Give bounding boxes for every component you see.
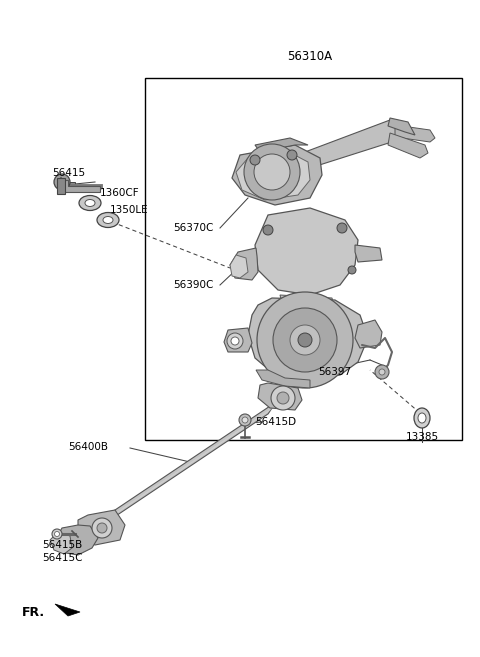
Circle shape	[290, 325, 320, 355]
Circle shape	[92, 518, 112, 538]
Polygon shape	[100, 408, 272, 524]
Ellipse shape	[79, 196, 101, 210]
Polygon shape	[355, 245, 382, 262]
Circle shape	[239, 414, 251, 426]
Text: FR.: FR.	[22, 606, 45, 618]
Text: 1350LE: 1350LE	[110, 205, 149, 215]
Text: 13385: 13385	[406, 432, 439, 442]
Ellipse shape	[97, 212, 119, 227]
Polygon shape	[230, 248, 258, 280]
Circle shape	[263, 225, 273, 235]
Polygon shape	[395, 125, 435, 142]
Polygon shape	[256, 370, 310, 388]
Ellipse shape	[103, 217, 113, 223]
Circle shape	[273, 308, 337, 372]
Polygon shape	[355, 320, 382, 348]
Bar	[145, 78, 462, 440]
Polygon shape	[224, 328, 252, 352]
Polygon shape	[300, 120, 405, 168]
Circle shape	[250, 155, 260, 165]
Polygon shape	[55, 604, 80, 616]
Circle shape	[277, 392, 289, 404]
Ellipse shape	[418, 413, 426, 423]
Text: 56415B: 56415B	[42, 540, 82, 550]
Polygon shape	[248, 298, 368, 380]
Polygon shape	[255, 138, 308, 152]
Circle shape	[55, 532, 60, 537]
Text: 56370C: 56370C	[173, 223, 214, 233]
Circle shape	[97, 523, 107, 533]
Circle shape	[337, 223, 347, 233]
Circle shape	[227, 333, 243, 349]
Polygon shape	[78, 510, 125, 545]
Polygon shape	[255, 208, 358, 295]
Polygon shape	[57, 178, 65, 194]
Text: 56415D: 56415D	[255, 417, 296, 427]
Ellipse shape	[85, 200, 95, 206]
Polygon shape	[60, 180, 100, 192]
Circle shape	[348, 266, 356, 274]
Circle shape	[298, 333, 312, 347]
Text: 56400B: 56400B	[68, 442, 108, 452]
Circle shape	[244, 144, 300, 200]
Circle shape	[231, 337, 239, 345]
Polygon shape	[388, 118, 415, 135]
Polygon shape	[388, 133, 428, 158]
Polygon shape	[230, 255, 248, 278]
Text: 56415C: 56415C	[42, 553, 83, 563]
Circle shape	[54, 174, 70, 190]
Polygon shape	[232, 145, 322, 205]
Text: 56397: 56397	[318, 367, 351, 377]
Circle shape	[242, 417, 248, 423]
Text: 56390C: 56390C	[173, 280, 214, 290]
Circle shape	[254, 154, 290, 190]
Circle shape	[257, 292, 353, 388]
Polygon shape	[258, 383, 302, 410]
Ellipse shape	[414, 408, 430, 428]
Polygon shape	[50, 532, 72, 554]
Text: 56310A: 56310A	[288, 50, 333, 63]
Circle shape	[271, 386, 295, 410]
Circle shape	[379, 369, 385, 375]
Circle shape	[52, 529, 62, 539]
Polygon shape	[98, 402, 276, 528]
Text: 56415: 56415	[52, 168, 85, 178]
Circle shape	[287, 150, 297, 160]
Polygon shape	[280, 295, 335, 310]
Text: 1360CF: 1360CF	[100, 188, 140, 198]
Polygon shape	[62, 182, 75, 190]
Circle shape	[375, 365, 389, 379]
Polygon shape	[55, 525, 98, 555]
Polygon shape	[236, 150, 310, 200]
